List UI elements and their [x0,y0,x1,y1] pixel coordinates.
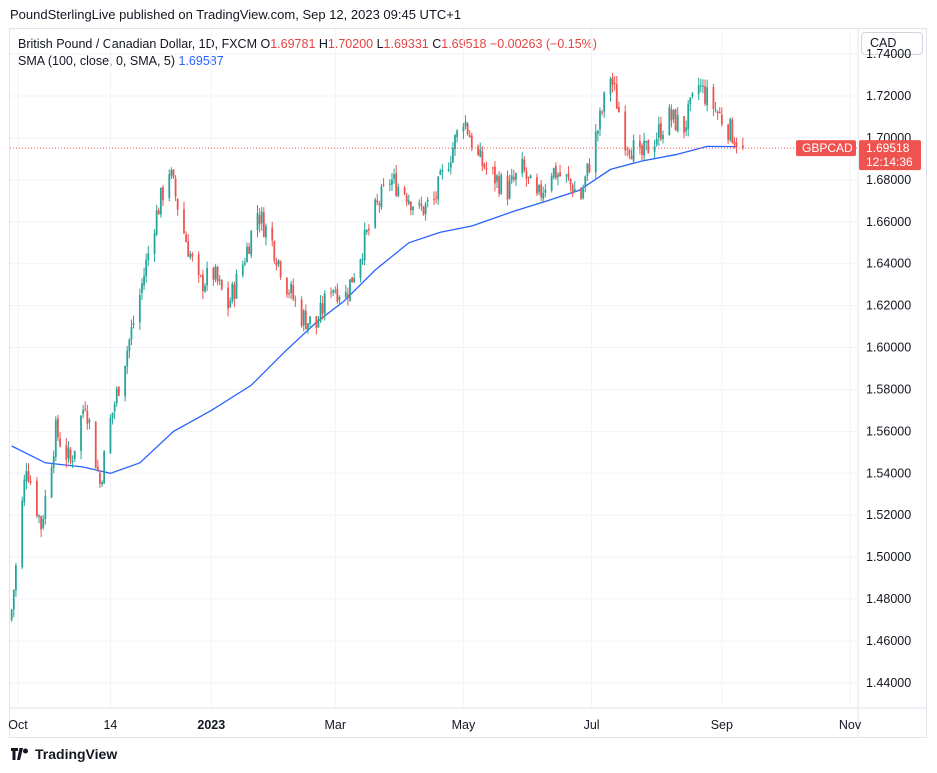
close-label: C [432,37,442,51]
sma-label: SMA (100, close, 0, SMA, 5) [18,54,176,68]
change-value: −0.00263 (−0.15%) [489,37,597,51]
high-label: H [318,37,328,51]
close-value: 1.69518 [441,37,487,51]
publisher-caption: PoundSterlingLive published on TradingVi… [10,7,462,22]
sma-row: SMA (100, close, 0, SMA, 5) 1.69587 [18,53,597,70]
chart-legend: British Pound / Canadian Dollar, 1D, FXC… [18,36,597,70]
low-value: 1.69331 [383,37,429,51]
sma-value: 1.69587 [178,54,224,68]
low-label: L [376,37,384,51]
ohlc-row: British Pound / Canadian Dollar, 1D, FXC… [18,36,597,53]
high-value: 1.70200 [327,37,374,51]
tradingview-brand: TradingView [35,746,118,762]
open-value: 1.69781 [270,37,316,51]
chart-frame [9,28,927,738]
footer: TradingView [10,746,117,762]
open-label: O [260,37,271,51]
tradingview-logo-icon [11,748,28,760]
symbol-description: British Pound / Canadian Dollar, 1D, FXC… [18,37,257,51]
currency-button[interactable]: CAD [861,32,923,55]
